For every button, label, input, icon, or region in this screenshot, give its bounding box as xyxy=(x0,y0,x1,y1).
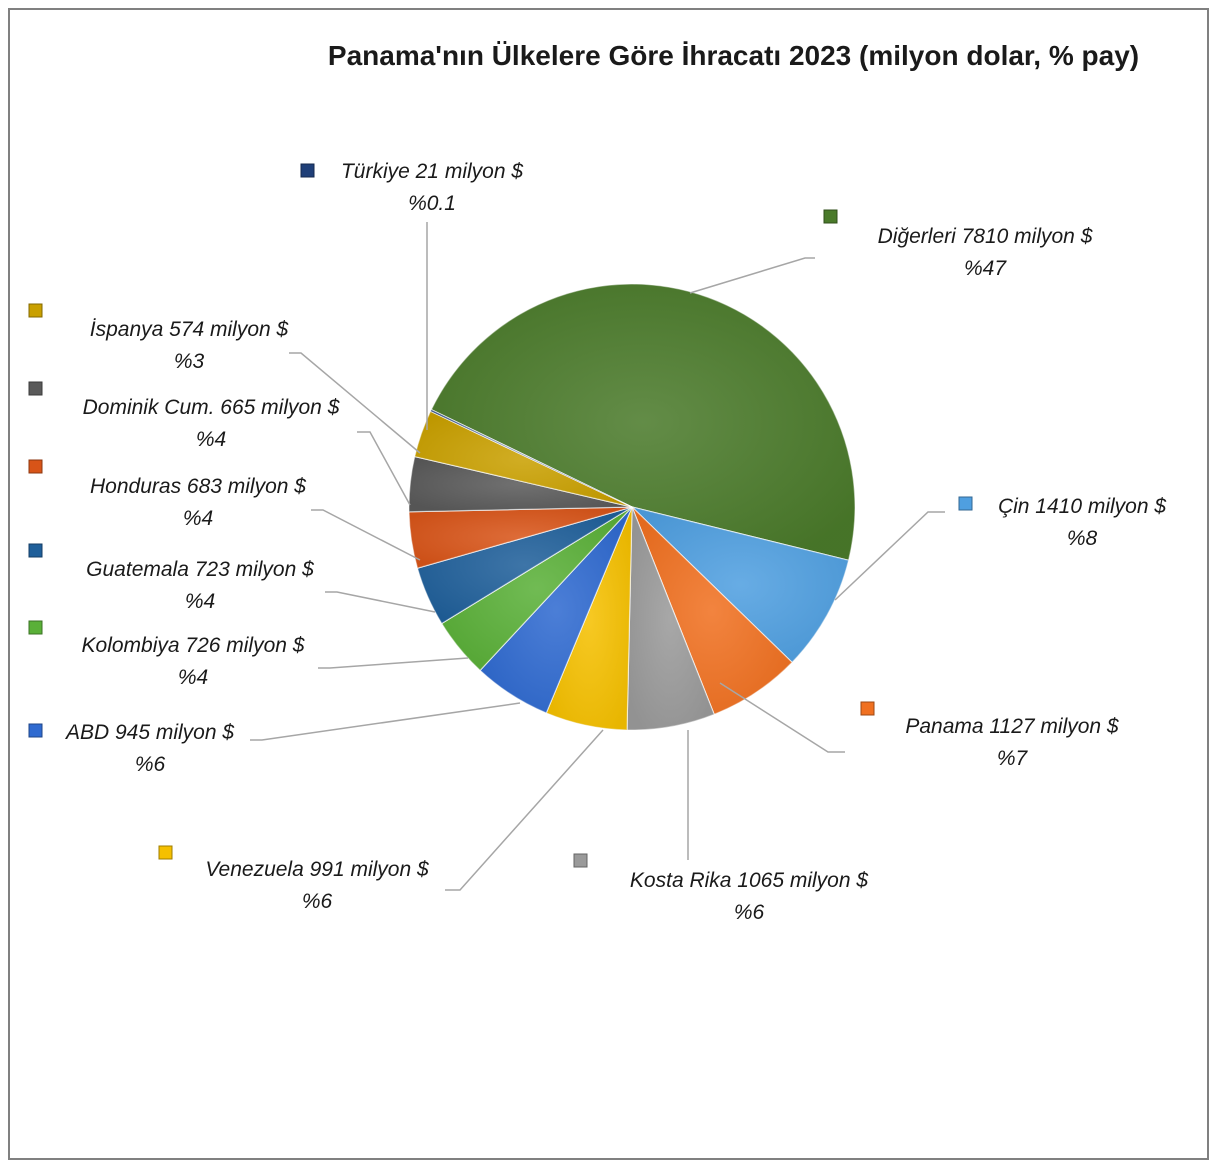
slice-labels: Diğerleri 7810 milyon $ %47 Çin 1410 milyo… xyxy=(28,160,1166,924)
slice-label-3: Kosta Rika 1065 milyon $ xyxy=(630,869,868,892)
legend-marker-11 xyxy=(300,163,315,178)
slice-pct-label-11: %0.1 xyxy=(408,192,456,215)
legend-marker-1 xyxy=(958,496,973,511)
slice-label-4: Venezuela 991 milyon $ xyxy=(205,858,429,881)
leader-line-9 xyxy=(357,431,411,506)
slice-label-2: Panama 1127 milyon $ xyxy=(905,715,1119,738)
legend-marker-5 xyxy=(28,723,43,738)
legend-marker-3 xyxy=(573,853,588,868)
slice-label-10: İspanya 574 milyon $ xyxy=(90,318,289,341)
pie-slices xyxy=(408,283,856,731)
slice-label-11: Türkiye 21 milyon $ xyxy=(341,160,523,183)
slice-label-8: Honduras 683 milyon $ xyxy=(90,475,306,498)
slice-pct-label-6: %4 xyxy=(178,666,208,689)
legend-marker-7 xyxy=(28,543,43,558)
slice-label-7: Guatemala 723 milyon $ xyxy=(86,558,314,581)
slice-pct-label-4: %6 xyxy=(302,890,333,913)
leader-line-5 xyxy=(250,702,521,741)
slice-pct-label-10: %3 xyxy=(174,350,205,373)
leader-lines xyxy=(250,222,945,891)
slice-label-9: Dominik Cum. 665 milyon $ xyxy=(83,396,340,419)
leader-line-8 xyxy=(311,509,421,561)
leader-line-0 xyxy=(689,257,815,294)
slice-pct-label-9: %4 xyxy=(196,428,226,451)
chart-title: Panama'nın Ülkelere Göre İhracatı 2023 (… xyxy=(327,40,1140,71)
legend-marker-0 xyxy=(823,209,838,224)
leader-line-4 xyxy=(445,729,604,891)
slice-pct-label-1: %8 xyxy=(1067,527,1098,550)
leader-line-7 xyxy=(325,591,436,613)
legend-marker-2 xyxy=(860,701,875,716)
slice-pct-label-0: %47 xyxy=(964,257,1007,280)
legend-marker-9 xyxy=(28,381,43,396)
legend-marker-6 xyxy=(28,620,43,635)
legend-marker-8 xyxy=(28,459,43,474)
slice-label-5: ABD 945 milyon $ xyxy=(64,721,234,744)
leader-line-2 xyxy=(719,682,845,753)
leader-line-10 xyxy=(289,352,421,454)
slice-label-1: Çin 1410 milyon $ xyxy=(998,495,1166,518)
slice-pct-label-2: %7 xyxy=(997,747,1029,770)
slice-pct-label-7: %4 xyxy=(185,590,215,613)
slice-pct-label-5: %6 xyxy=(135,753,166,776)
leader-line-6 xyxy=(318,657,469,669)
slice-label-0: Diğerleri 7810 milyon $ xyxy=(878,225,1093,248)
leader-line-1 xyxy=(834,511,945,601)
legend-marker-10 xyxy=(28,303,43,318)
slice-label-6: Kolombiya 726 milyon $ xyxy=(82,634,305,657)
slice-pct-label-3: %6 xyxy=(734,901,765,924)
legend-marker-4 xyxy=(158,845,173,860)
slice-pct-label-8: %4 xyxy=(183,507,213,530)
